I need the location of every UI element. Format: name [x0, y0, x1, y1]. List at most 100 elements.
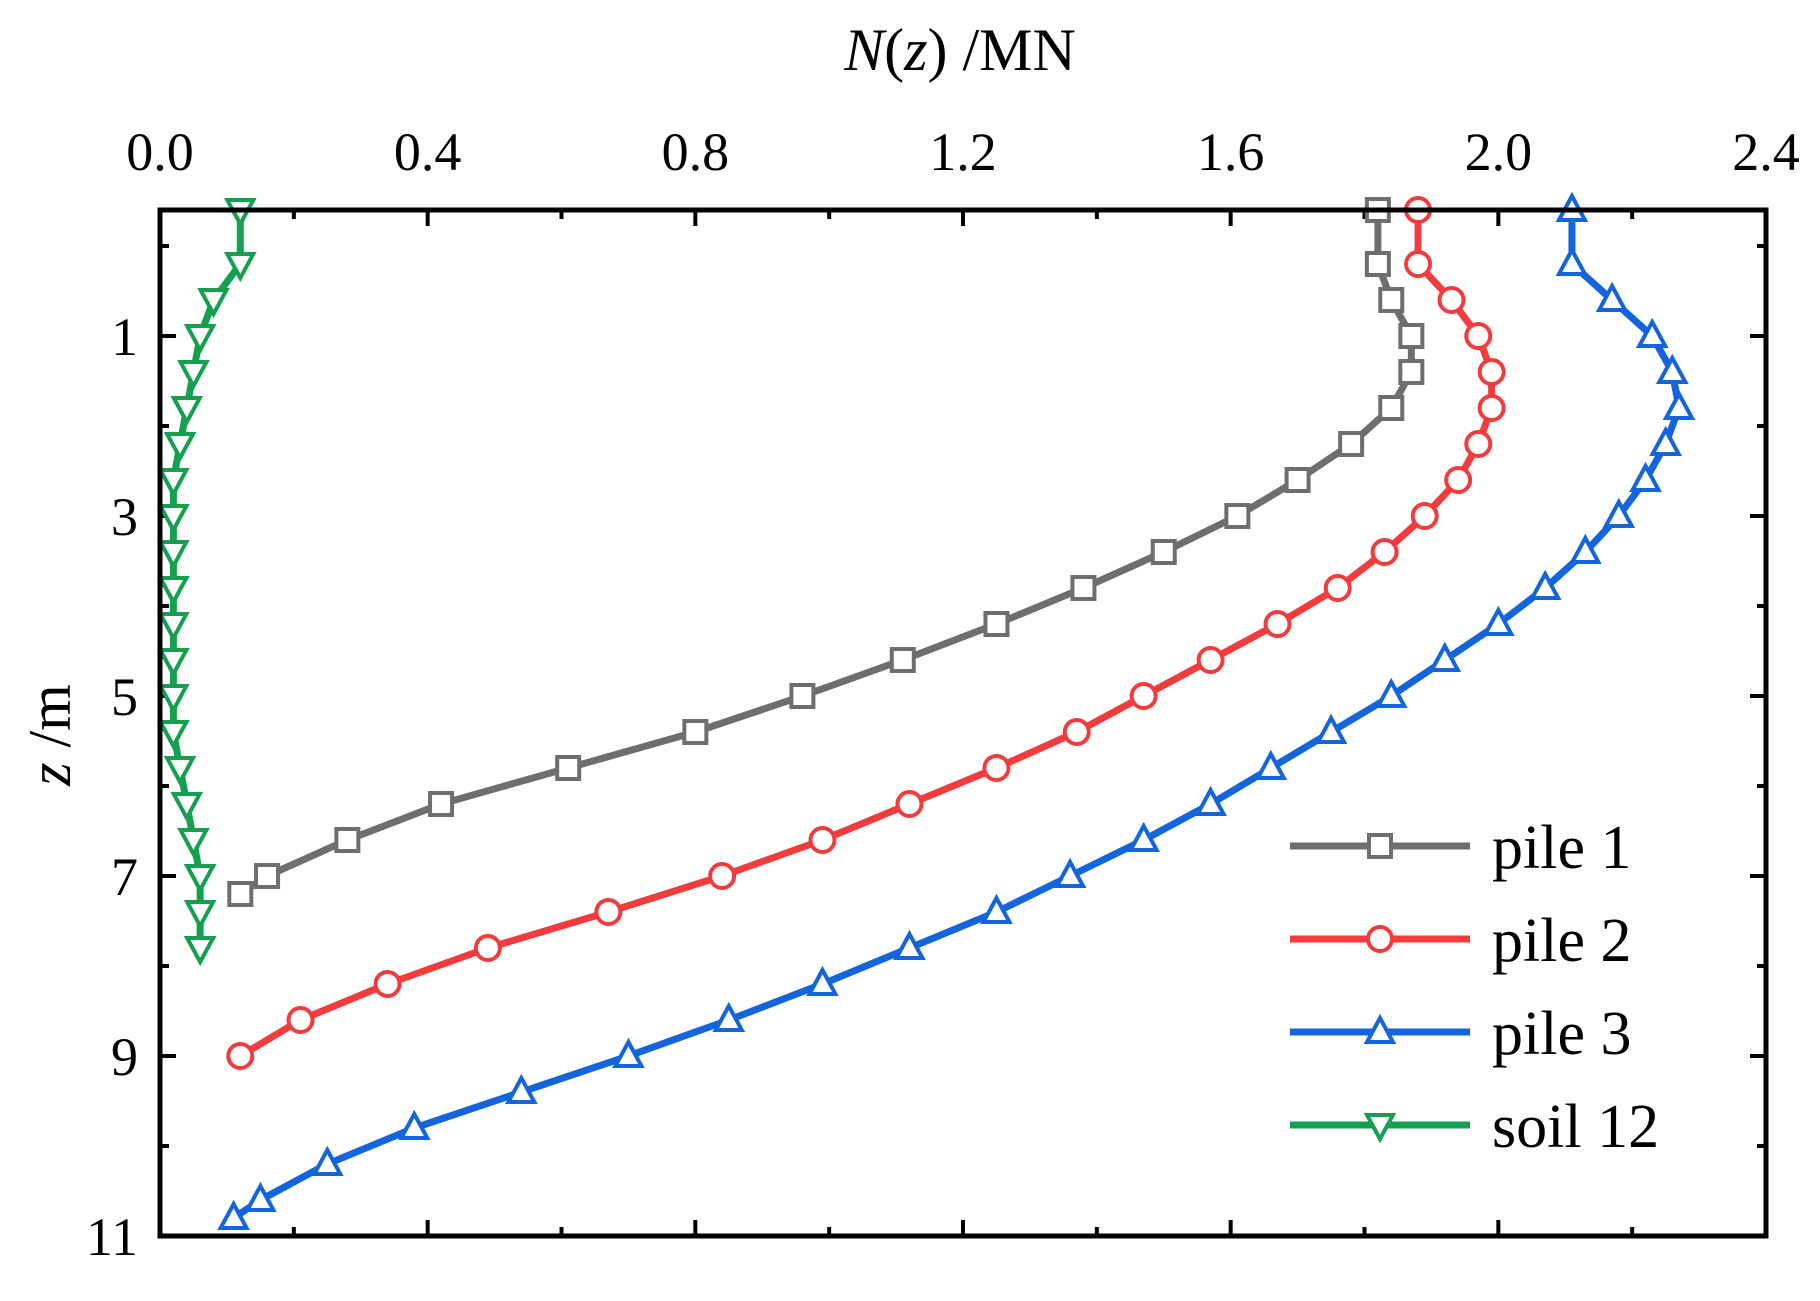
x-tick-label: 0.0 [126, 122, 194, 182]
data-point [310, 1145, 344, 1176]
data-point [1635, 317, 1669, 348]
x-tick-label: 2.0 [1465, 122, 1533, 182]
data-point [183, 864, 217, 895]
data-point [1428, 641, 1462, 672]
data-point [197, 288, 230, 319]
data-point [157, 648, 190, 679]
legend-marker [1363, 1113, 1397, 1144]
data-point [1477, 358, 1506, 386]
data-point [1224, 503, 1251, 529]
legend: pile 1 pile 2 pile 3 soil 12 [1290, 814, 1659, 1161]
data-point [1655, 353, 1689, 384]
y-tick-label: 3 [111, 487, 138, 547]
data-point [1437, 286, 1466, 314]
data-point [504, 1073, 538, 1104]
data-point [223, 252, 257, 283]
data-point [555, 755, 582, 781]
data-point [1595, 281, 1629, 312]
data-point [1481, 605, 1515, 636]
data-point [1662, 389, 1696, 420]
data-point [982, 754, 1011, 782]
data-point [806, 965, 839, 996]
data-point [1649, 425, 1682, 456]
y-axis-title: z /m [17, 684, 83, 787]
data-point [170, 396, 204, 427]
data-point [183, 324, 217, 355]
data-point [163, 756, 197, 787]
y-tick-label: 5 [111, 667, 138, 727]
y-tick-label: 1 [111, 307, 138, 367]
data-point [983, 611, 1010, 637]
y-tick-label: 11 [86, 1207, 138, 1267]
data-point [157, 576, 190, 607]
legend-item: soil 12 [1290, 1093, 1659, 1161]
series-layer [157, 191, 1696, 1230]
legend-marker [1366, 925, 1394, 953]
legend-label: pile 3 [1492, 1000, 1631, 1068]
data-point [682, 719, 709, 745]
x-tick-label: 1.2 [929, 122, 997, 182]
data-point [1528, 569, 1562, 600]
data-point [177, 360, 210, 391]
data-point [244, 1181, 277, 1212]
series-4 [157, 198, 257, 967]
data-point [163, 432, 197, 463]
data-point [217, 1199, 250, 1230]
data-point [170, 792, 204, 823]
data-point [1404, 250, 1433, 278]
data-point [1062, 718, 1091, 746]
legend-label: soil 12 [1492, 1093, 1659, 1161]
data-point [1374, 677, 1408, 708]
data-point [612, 1037, 645, 1068]
series-2 [226, 196, 1506, 1070]
legend-item: pile 1 [1290, 814, 1631, 882]
data-point [1314, 713, 1348, 744]
data-point [789, 683, 816, 709]
data-point [1568, 533, 1602, 564]
data-point [1555, 245, 1589, 276]
data-point [708, 862, 737, 890]
data-point [1370, 538, 1399, 566]
data-point [1127, 821, 1161, 852]
data-point [157, 612, 190, 643]
data-point [1196, 646, 1225, 674]
data-point [594, 898, 623, 926]
legend-marker [1367, 833, 1393, 859]
x-tick-label: 0.8 [662, 122, 730, 182]
legend-marker [1363, 1013, 1397, 1044]
data-point [1129, 682, 1158, 710]
data-point [373, 970, 402, 998]
legend-item: pile 2 [1290, 907, 1631, 975]
data-point [1398, 359, 1425, 385]
legend-label: pile 1 [1492, 814, 1631, 882]
series-3 [217, 191, 1696, 1230]
data-point [1602, 497, 1636, 528]
legend-item: pile 3 [1290, 1000, 1631, 1068]
data-point [1444, 466, 1473, 494]
data-point [1410, 502, 1439, 530]
data-point [1323, 574, 1352, 602]
data-point [157, 684, 190, 715]
data-point [1150, 539, 1177, 565]
data-point [712, 1001, 746, 1032]
series-1 [227, 197, 1425, 907]
data-point [1477, 394, 1506, 422]
series-line [236, 206, 1496, 1060]
x-axis-title: N(z) /MN [843, 17, 1076, 83]
data-point [1398, 323, 1425, 349]
data-point [157, 504, 190, 535]
axis-ticks: 0.0 0.4 0.8 1.2 1.6 2.0 2.4 1 3 5 7 9 11 [86, 122, 1800, 1267]
data-point [183, 936, 217, 967]
data-point [1194, 785, 1227, 816]
data-point [893, 929, 926, 960]
x-tick-label: 1.6 [1197, 122, 1265, 182]
data-point [889, 647, 916, 673]
data-point [1053, 857, 1087, 888]
data-point [1629, 461, 1662, 492]
data-point [334, 827, 361, 853]
x-tick-label: 0.4 [394, 122, 462, 182]
data-point [808, 826, 837, 854]
data-point [1378, 287, 1405, 313]
data-point [1284, 467, 1311, 493]
